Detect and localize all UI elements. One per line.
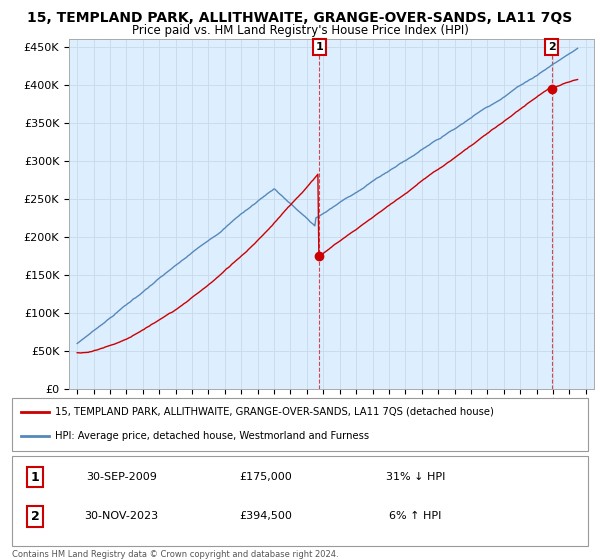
Text: 31% ↓ HPI: 31% ↓ HPI [386,472,445,482]
Text: 30-NOV-2023: 30-NOV-2023 [85,511,158,521]
Text: £175,000: £175,000 [239,472,292,482]
Text: 2: 2 [31,510,40,523]
Text: HPI: Average price, detached house, Westmorland and Furness: HPI: Average price, detached house, West… [55,431,370,441]
Text: Price paid vs. HM Land Registry's House Price Index (HPI): Price paid vs. HM Land Registry's House … [131,24,469,36]
Text: £394,500: £394,500 [239,511,292,521]
Text: 15, TEMPLAND PARK, ALLITHWAITE, GRANGE-OVER-SANDS, LA11 7QS (detached house): 15, TEMPLAND PARK, ALLITHWAITE, GRANGE-O… [55,407,494,417]
Text: Contains HM Land Registry data © Crown copyright and database right 2024.
This d: Contains HM Land Registry data © Crown c… [12,550,338,560]
Text: 1: 1 [31,470,40,483]
FancyBboxPatch shape [12,456,588,546]
Text: 30-SEP-2009: 30-SEP-2009 [86,472,157,482]
Text: 15, TEMPLAND PARK, ALLITHWAITE, GRANGE-OVER-SANDS, LA11 7QS: 15, TEMPLAND PARK, ALLITHWAITE, GRANGE-O… [28,11,572,25]
Text: 6% ↑ HPI: 6% ↑ HPI [389,511,442,521]
FancyBboxPatch shape [12,398,588,451]
Text: 2: 2 [548,42,556,52]
Text: 1: 1 [316,42,323,52]
